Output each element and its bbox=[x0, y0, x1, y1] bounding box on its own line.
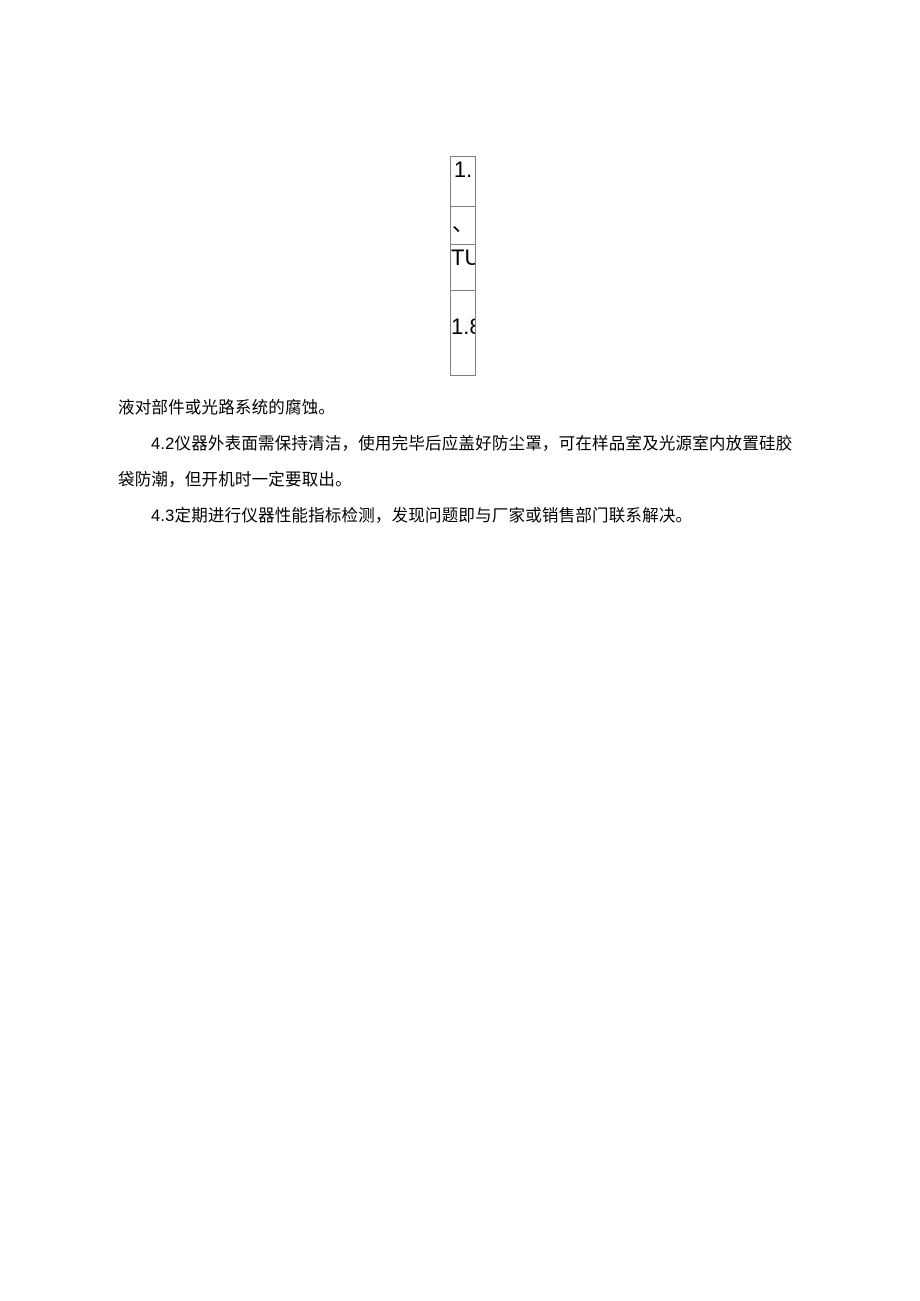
header-cell-4: 1.8 bbox=[451, 291, 475, 375]
document-body: 液对部件或光路系统的腐蚀。 4.2仪器外表面需保持清洁，使用完毕后应盖好防尘罩，… bbox=[118, 390, 802, 534]
paragraph-4-3: 4.3定期进行仪器性能指标检测，发现问题即与厂家或销售部门联系解决。 bbox=[118, 498, 802, 534]
paragraph-continuation: 液对部件或光路系统的腐蚀。 bbox=[118, 390, 802, 426]
header-table: 1. 、 TU- 1.8 bbox=[450, 156, 476, 376]
header-cell-3: TU- bbox=[451, 245, 475, 291]
header-cell-2: 、 bbox=[451, 207, 475, 245]
header-cell-1: 1. bbox=[451, 157, 475, 207]
paragraph-4-2: 4.2仪器外表面需保持清洁，使用完毕后应盖好防尘罩，可在样品室及光源室内放置硅胶… bbox=[118, 426, 802, 498]
